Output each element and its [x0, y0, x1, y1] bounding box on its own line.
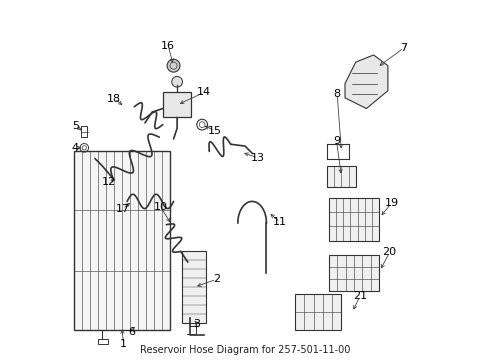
Text: 7: 7	[400, 43, 408, 53]
Text: 14: 14	[197, 87, 211, 98]
Text: 12: 12	[101, 177, 116, 187]
Text: 9: 9	[333, 136, 340, 146]
Text: 1: 1	[120, 339, 127, 348]
Text: 11: 11	[273, 217, 287, 227]
Text: 18: 18	[107, 94, 122, 104]
Text: 3: 3	[193, 319, 200, 329]
Text: 10: 10	[153, 202, 168, 212]
Bar	[163, 93, 192, 117]
Text: Reservoir Hose Diagram for 257-501-11-00: Reservoir Hose Diagram for 257-501-11-00	[140, 345, 350, 355]
Bar	[182, 251, 206, 323]
Text: 13: 13	[251, 153, 265, 163]
Circle shape	[167, 59, 180, 72]
Bar	[327, 166, 356, 187]
Text: 15: 15	[208, 126, 221, 136]
Bar	[81, 126, 87, 137]
Text: 2: 2	[213, 274, 220, 284]
Text: 19: 19	[384, 198, 398, 208]
Text: 8: 8	[334, 89, 341, 99]
Text: 16: 16	[161, 41, 175, 51]
Text: 21: 21	[353, 291, 367, 301]
Text: 17: 17	[116, 203, 129, 213]
Bar	[329, 255, 379, 291]
Bar	[98, 339, 108, 344]
Text: 5: 5	[72, 121, 79, 131]
Bar	[329, 198, 379, 241]
Text: 6: 6	[128, 327, 135, 337]
Bar	[295, 294, 342, 330]
Bar	[74, 152, 170, 330]
Polygon shape	[345, 55, 388, 109]
Circle shape	[172, 76, 182, 87]
Text: 4: 4	[72, 143, 79, 153]
Text: 20: 20	[383, 247, 397, 257]
